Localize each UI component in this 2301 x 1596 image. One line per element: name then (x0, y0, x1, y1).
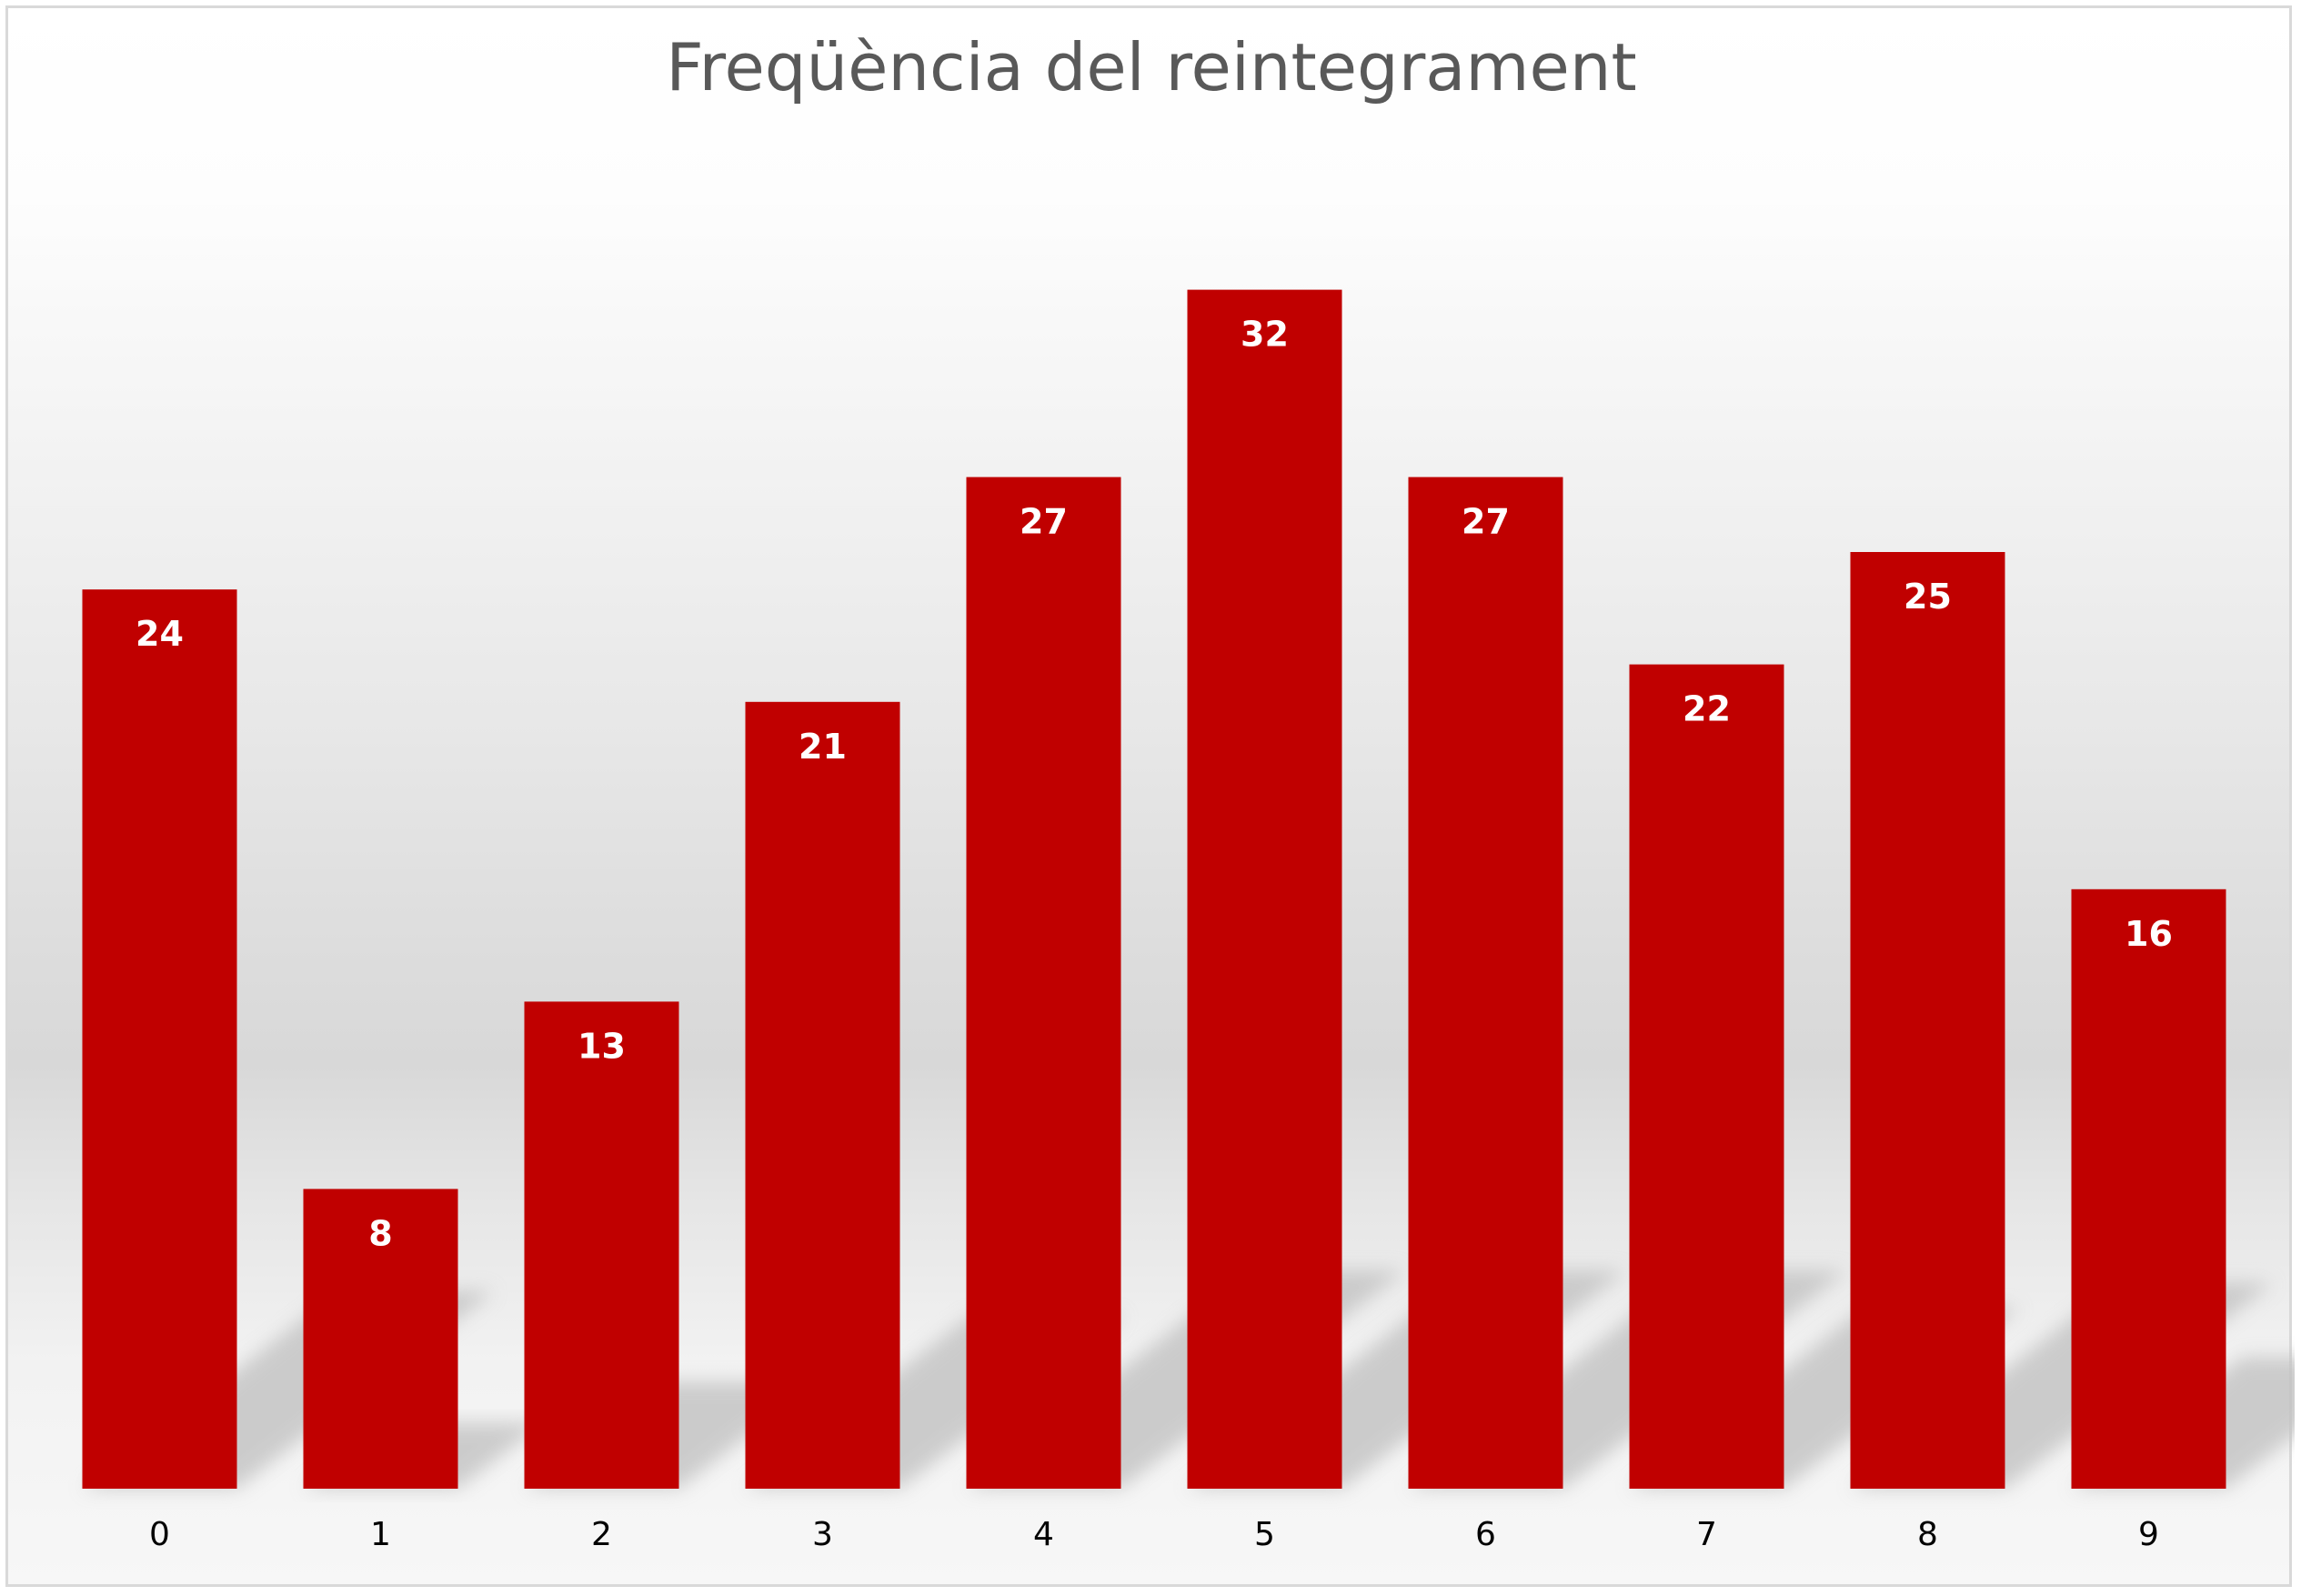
chart-frame: 24 8 13 21 27 32 27 22 25 16 0 1 2 3 4 5 6 7 8 9 Freqüènci… (5, 5, 2295, 1587)
data-label-6: 27 (1462, 502, 1510, 542)
data-label-5: 32 (1241, 315, 1289, 355)
data-label-9: 16 (2125, 914, 2173, 954)
data-label-8: 25 (1904, 577, 1952, 617)
bars (82, 289, 2226, 1490)
bar-7 (1629, 664, 1784, 1489)
x-tick-label-7: 7 (1696, 1516, 1717, 1553)
data-label-7: 22 (1683, 689, 1731, 729)
x-tick-label-4: 4 (1033, 1516, 1054, 1553)
bar-3 (745, 701, 900, 1489)
x-axis-tick-labels: 0 1 2 3 4 5 6 7 8 9 (149, 1516, 2159, 1553)
chart-title: Freqüència del reintegrament (666, 29, 1636, 105)
x-tick-label-9: 9 (2138, 1516, 2159, 1553)
x-tick-label-1: 1 (370, 1516, 391, 1553)
data-label-1: 8 (368, 1213, 392, 1253)
bar-4 (966, 477, 1121, 1489)
bar-2 (524, 1001, 679, 1489)
bar-9 (2071, 888, 2226, 1489)
x-tick-label-6: 6 (1475, 1516, 1496, 1553)
bar-5 (1187, 289, 1342, 1490)
x-tick-label-8: 8 (1917, 1516, 1938, 1553)
x-tick-label-2: 2 (591, 1516, 612, 1553)
x-tick-label-0: 0 (149, 1516, 170, 1553)
data-label-2: 13 (578, 1026, 626, 1066)
bar-1 (303, 1189, 458, 1489)
bar-chart: 24 8 13 21 27 32 27 22 25 16 0 1 2 3 4 5 6 7 8 9 Freqüènci… (82, 29, 2295, 1553)
bar-0 (82, 589, 237, 1489)
data-labels: 24 8 13 21 27 32 27 22 25 16 (136, 315, 2173, 1254)
bar-6 (1408, 477, 1563, 1489)
data-label-4: 27 (1020, 502, 1068, 542)
bar-8 (1850, 552, 2005, 1489)
data-label-3: 21 (799, 727, 847, 767)
x-tick-label-3: 3 (812, 1516, 833, 1553)
data-label-0: 24 (136, 614, 184, 654)
x-tick-label-5: 5 (1254, 1516, 1275, 1553)
